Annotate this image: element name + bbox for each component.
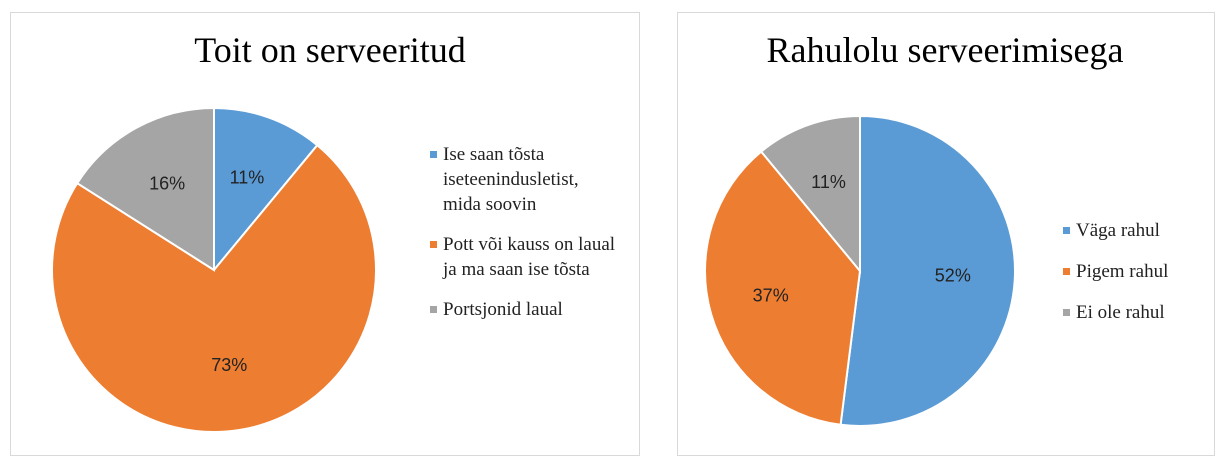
legend-swatch bbox=[1063, 268, 1070, 275]
legend: Väga rahul Pigem rahul Ei ole rahul bbox=[1063, 218, 1203, 325]
legend-swatch bbox=[1063, 309, 1070, 316]
legend-label: Ei ole rahul bbox=[1076, 302, 1165, 323]
data-label: 11% bbox=[811, 172, 846, 192]
data-label: 37% bbox=[753, 286, 789, 306]
legend-swatch bbox=[430, 241, 437, 248]
legend-item: Portsjonid laual bbox=[430, 297, 620, 322]
pie-slice bbox=[51, 143, 377, 433]
pie-slice bbox=[213, 106, 319, 273]
legend-label: Ise saan tõsta iseteenindusletist, mida … bbox=[443, 144, 579, 215]
pie-slice bbox=[759, 114, 861, 274]
legend-swatch bbox=[1063, 227, 1070, 234]
legend-item: Ei ole rahul bbox=[1063, 300, 1203, 325]
data-label: 52% bbox=[935, 266, 971, 286]
pie-slice bbox=[75, 106, 215, 272]
legend-swatch bbox=[430, 151, 437, 158]
legend-label: Väga rahul bbox=[1076, 220, 1160, 241]
chart-title: Rahulolu serveerimisega bbox=[767, 30, 1124, 70]
legend-label: Portsjonid laual bbox=[443, 299, 563, 320]
pie-slice bbox=[704, 150, 862, 426]
legend-label: Pigem rahul bbox=[1076, 261, 1169, 282]
pie-slice bbox=[839, 114, 1016, 427]
legend: Ise saan tõsta iseteenindusletist, mida … bbox=[430, 142, 620, 322]
legend-item: Ise saan tõsta iseteenindusletist, mida … bbox=[430, 142, 620, 217]
legend-item: Pigem rahul bbox=[1063, 259, 1203, 284]
data-label: 16% bbox=[149, 174, 185, 194]
data-label: 73% bbox=[211, 355, 247, 375]
legend-item: Pott või kauss on laual ja ma saan ise t… bbox=[430, 232, 620, 282]
legend-item: Väga rahul bbox=[1063, 218, 1203, 243]
chart-title: Toit on serveeritud bbox=[194, 30, 465, 70]
legend-label: Pott või kauss on laual ja ma saan ise t… bbox=[443, 234, 616, 280]
data-label: 11% bbox=[230, 167, 265, 187]
legend-swatch bbox=[430, 306, 437, 313]
